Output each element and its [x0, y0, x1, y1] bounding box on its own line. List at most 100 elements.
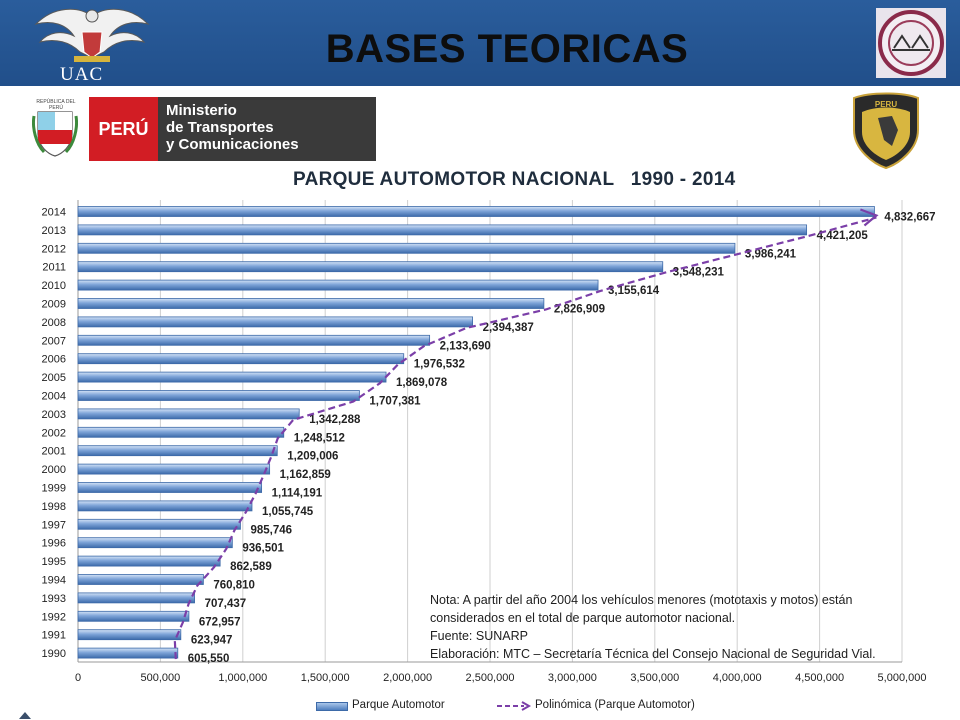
- trend-arrowhead: [860, 208, 879, 227]
- header-bar: [0, 0, 960, 86]
- bar-1992: [77, 610, 190, 622]
- data-label: 1,707,381: [369, 396, 421, 408]
- bar-2002: [77, 426, 285, 438]
- data-label: 605,550: [188, 653, 230, 665]
- y-tick-label: 1992: [42, 611, 66, 623]
- data-label: 1,209,006: [287, 451, 338, 463]
- data-label: 1,248,512: [294, 432, 345, 444]
- y-tick-label: 1997: [42, 519, 66, 531]
- x-tick-label: 5,000,000: [878, 672, 927, 684]
- ministry-line-1: Ministerio: [166, 102, 237, 119]
- y-tick-label: 1995: [42, 556, 66, 568]
- bar-2000: [77, 463, 271, 475]
- y-tick-label: 2004: [42, 391, 66, 403]
- escudo-label: REPÚBLICA DEL PERÚ: [36, 99, 76, 111]
- y-tick-label: 2009: [42, 299, 66, 311]
- bar-2008: [77, 316, 473, 328]
- data-label: 3,986,241: [745, 248, 797, 260]
- police-badge-icon: PERU: [853, 92, 919, 170]
- chart-title: PARQUE AUTOMOTOR NACIONAL 1990 - 2014: [293, 169, 736, 190]
- y-tick-label: 1998: [42, 501, 66, 513]
- uac-label: UAC: [60, 64, 104, 85]
- bar-2001: [77, 445, 278, 457]
- y-tick-label: 2013: [42, 225, 66, 237]
- x-tick-label: 2,500,000: [466, 672, 515, 684]
- bar-2005: [77, 371, 387, 383]
- bar-2011: [77, 261, 664, 273]
- uac-eagle-logo: [34, 8, 150, 62]
- legend-trend-label: Polinómica (Parque Automotor): [535, 699, 695, 711]
- y-tick-label: 2005: [42, 372, 66, 384]
- data-label: 1,976,532: [414, 359, 465, 371]
- ministry-line-2: de Transportes: [166, 119, 274, 136]
- data-label: 707,437: [205, 598, 247, 610]
- slide-title: BASES TEORICAS: [325, 27, 689, 71]
- x-tick-label: 4,000,000: [713, 672, 762, 684]
- data-label: 1,869,078: [396, 377, 448, 389]
- legend-trend-swatch: [497, 701, 532, 711]
- note-line-3: Fuente: SUNARP: [430, 629, 528, 643]
- data-label: 1,162,859: [280, 469, 331, 481]
- x-tick-label: 2,000,000: [383, 672, 432, 684]
- note-line-4: Elaboración: MTC – Secretaría Técnica de…: [430, 647, 876, 661]
- bar-1995: [77, 555, 221, 567]
- y-tick-label: 2007: [42, 335, 66, 347]
- data-label: 623,947: [191, 635, 233, 647]
- data-label: 3,548,231: [673, 267, 725, 279]
- y-tick-label: 2001: [42, 446, 66, 458]
- bar-1997: [77, 518, 241, 530]
- y-tick-label: 1999: [42, 483, 66, 495]
- x-tick-label: 500,000: [141, 672, 181, 684]
- x-tick-label: 4,500,000: [795, 672, 844, 684]
- y-tick-label: 1996: [42, 538, 66, 550]
- y-tick-label: 2002: [42, 427, 66, 439]
- y-tick-label: 1994: [42, 575, 66, 587]
- data-label: 936,501: [242, 543, 284, 555]
- data-label: 760,810: [213, 580, 255, 592]
- data-label: 2,394,387: [483, 322, 534, 334]
- data-label: 4,421,205: [817, 230, 869, 242]
- y-tick-label: 2003: [42, 409, 66, 421]
- bar-2009: [77, 298, 545, 309]
- y-tick-label: 2014: [42, 207, 66, 219]
- data-label: 1,055,745: [262, 506, 314, 518]
- police-label: PERU: [875, 100, 897, 109]
- bar-2004: [77, 390, 360, 401]
- y-tick-label: 1990: [42, 648, 66, 660]
- legend-bar-label: Parque Automotor: [352, 699, 445, 711]
- bar-1999: [77, 482, 263, 493]
- bar-1996: [77, 537, 233, 549]
- y-tick-label: 2008: [42, 317, 66, 329]
- university-seal-icon: [876, 8, 946, 78]
- bar-2014: [77, 206, 875, 217]
- bar-1993: [77, 592, 195, 604]
- bar-2010: [77, 279, 599, 291]
- bar-1990: [77, 647, 179, 659]
- data-label: 2,133,690: [440, 340, 491, 352]
- y-tick-label: 2010: [42, 280, 66, 292]
- data-label: 1,342,288: [309, 414, 361, 426]
- data-label: 2,826,909: [554, 304, 605, 316]
- data-label: 1,114,191: [272, 488, 323, 500]
- bar-2012: [77, 242, 736, 254]
- trend-line: [173, 216, 877, 660]
- y-tick-label: 2011: [42, 262, 66, 274]
- data-label: 4,832,667: [884, 212, 935, 224]
- data-label: 862,589: [230, 561, 272, 573]
- chart-note: Nota: A partir del año 2004 los vehículo…: [430, 591, 876, 663]
- data-label: 3,155,614: [608, 285, 660, 297]
- bar-2006: [77, 353, 405, 365]
- y-tick-label: 2006: [42, 354, 66, 366]
- bar-2003: [77, 408, 300, 420]
- ministry-line-3: y Comunicaciones: [166, 136, 299, 153]
- y-tick-label: 1993: [42, 593, 66, 605]
- y-tick-label: 2012: [42, 243, 66, 255]
- note-line-2: considerados en el total de parque autom…: [430, 611, 736, 625]
- x-tick-label: 0: [75, 672, 81, 684]
- data-label: 672,957: [199, 616, 241, 628]
- bar-1991: [77, 629, 182, 641]
- x-tick-label: 3,000,000: [548, 672, 597, 684]
- peru-label: PERÚ: [89, 97, 158, 161]
- data-label: 985,746: [250, 524, 292, 536]
